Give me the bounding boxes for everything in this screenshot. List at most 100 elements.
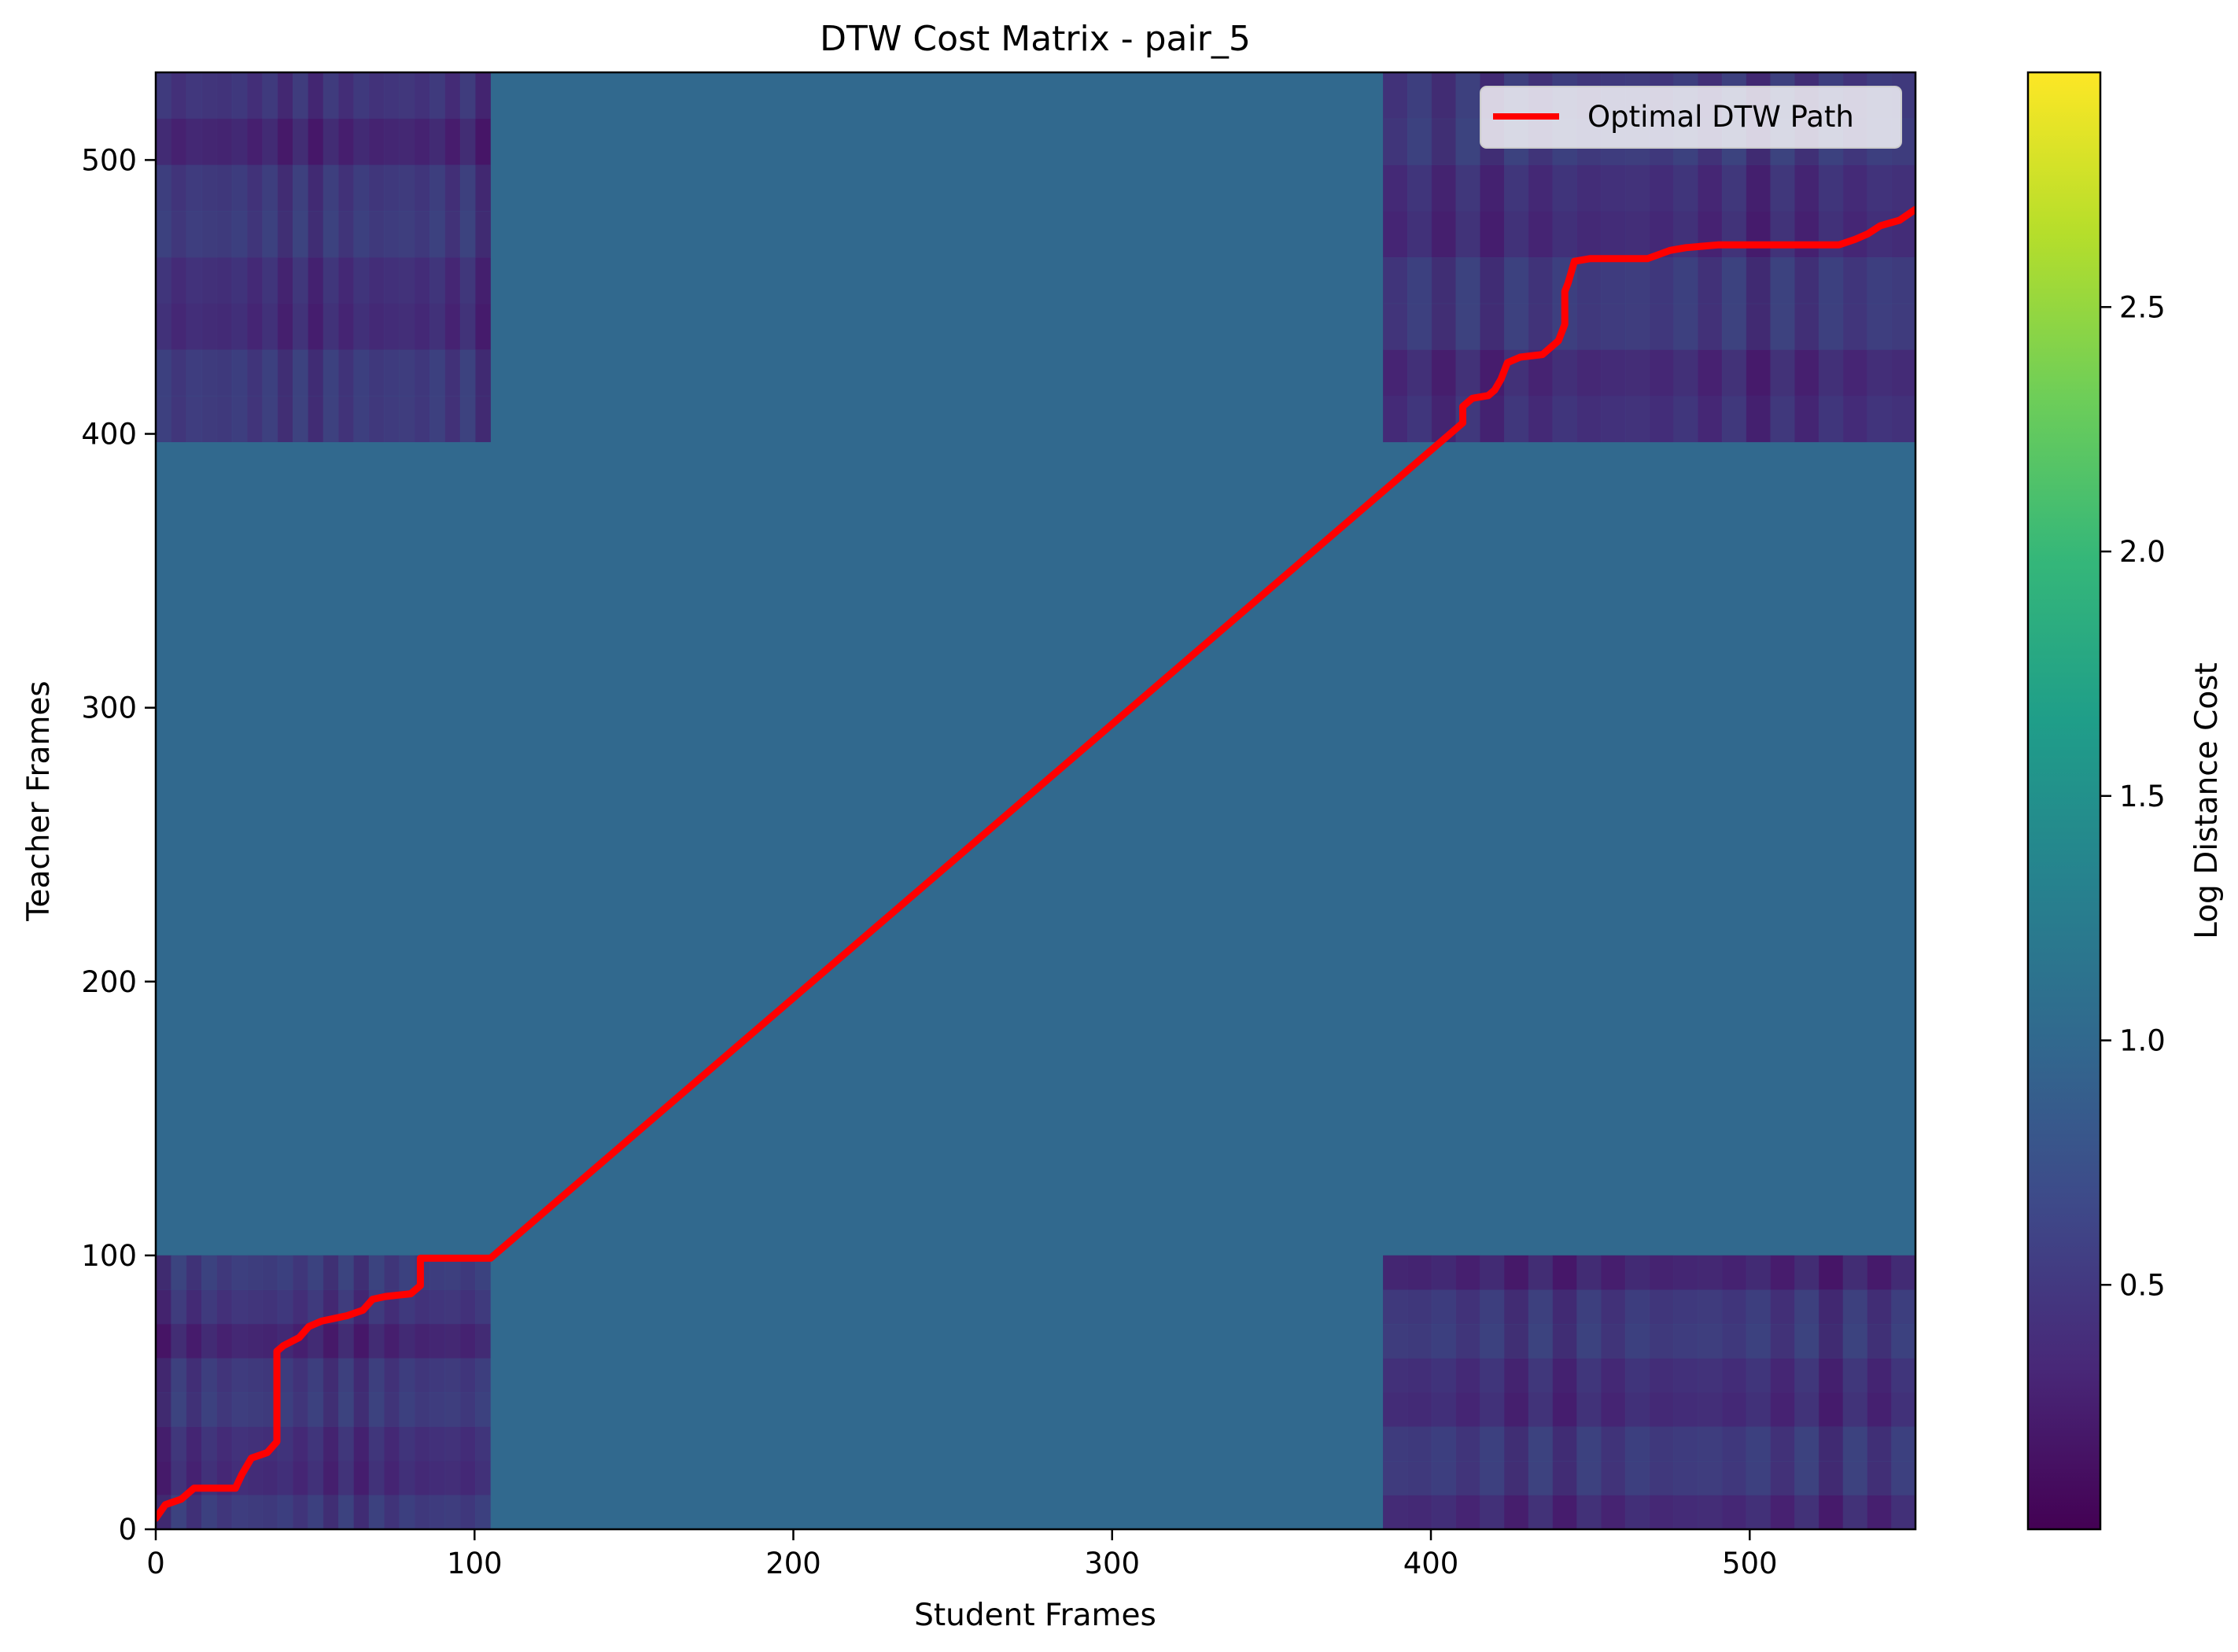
- heatmap-cell-band: [1455, 1255, 1480, 1529]
- heatmap-cell-band: [430, 1255, 445, 1529]
- heatmap-row-band: [1383, 349, 1915, 396]
- heatmap-row-band: [156, 118, 491, 165]
- heatmap-row-band: [1383, 1323, 1915, 1359]
- heatmap-cell-band: [1431, 72, 1457, 442]
- x-tick-label: 500: [1722, 1547, 1778, 1580]
- colorbar-tick-label: 1.5: [2119, 780, 2166, 813]
- y-tick-label: 100: [81, 1239, 137, 1273]
- heatmap-row-band: [156, 1358, 491, 1393]
- plot-frame: [154, 71, 1917, 1531]
- heatmap-cell-band: [459, 72, 476, 442]
- x-tick-label: 400: [1403, 1547, 1459, 1580]
- path-layer: [156, 205, 1915, 1522]
- heatmap-cell-band: [277, 72, 293, 442]
- x-tick-label: 0: [146, 1547, 165, 1580]
- plot-area: [156, 72, 1915, 1529]
- heatmap-cell-band: [1383, 1255, 1408, 1529]
- y-tick-label: 400: [81, 418, 137, 452]
- heatmap-row-band: [1383, 164, 1915, 212]
- heatmap-cell-band: [384, 72, 400, 442]
- heatmap-cell-band: [1601, 1255, 1626, 1529]
- heatmap-row-band: [156, 1495, 491, 1529]
- x-tick-label: 200: [765, 1547, 821, 1580]
- heatmap-cell-band: [1867, 1255, 1892, 1529]
- heatmap-cell-band: [247, 72, 263, 442]
- heatmap-row-band: [156, 164, 491, 212]
- colorbar-ticks: 0.5 1.0 1.5 2.0 2.5: [2100, 290, 2166, 1302]
- heatmap-block: [156, 1255, 492, 1529]
- heatmap-cell-band: [1528, 1255, 1554, 1529]
- heatmap-cell-band: [353, 72, 370, 442]
- heatmap-row-band: [1383, 1495, 1915, 1529]
- heatmap-cell-band: [444, 1255, 461, 1529]
- heatmap-cell-band: [384, 1255, 400, 1529]
- heatmap-cell-band: [1480, 1255, 1505, 1529]
- y-tick-label: 0: [118, 1513, 137, 1547]
- heatmap-row-band: [1383, 396, 1915, 443]
- x-tick-label: 100: [447, 1547, 503, 1580]
- heatmap-cell-band: [1818, 1255, 1844, 1529]
- heatmap-cell-band: [459, 1255, 476, 1529]
- heatmap-row-band: [156, 396, 491, 443]
- colorbar-fill: [2028, 72, 2100, 1529]
- heatmap-cell-band: [186, 72, 202, 442]
- y-tick-label: 300: [81, 691, 137, 725]
- heatmap-cell-band: [323, 72, 339, 442]
- heatmap-cell-band: [1891, 1255, 1915, 1529]
- heatmap-cell-band: [430, 72, 445, 442]
- heatmap-cell-band: [414, 72, 430, 442]
- dtw-path-line: [156, 205, 1915, 1522]
- heatmap-row-band: [156, 1323, 491, 1359]
- heatmap-cell-band: [156, 1255, 171, 1529]
- heatmap-cell-band: [262, 72, 278, 442]
- heatmap-cell-band: [1794, 1255, 1820, 1529]
- chart-title: DTW Cost Matrix - pair_5: [820, 19, 1251, 59]
- heatmap-row-band: [1383, 1358, 1915, 1393]
- colorbar-frame: [2026, 71, 2102, 1531]
- heatmap-cell-band: [1721, 1255, 1747, 1529]
- heatmap-row-band: [156, 72, 491, 120]
- heatmap-row-band: [1383, 1460, 1915, 1495]
- heatmap-cell-band: [1407, 1255, 1432, 1529]
- heatmap-cell-band: [338, 1255, 354, 1529]
- colorbar: 0.5 1.0 1.5 2.0 2.5 Log Distance Cost: [2026, 71, 2225, 1531]
- heatmap-row-band: [156, 211, 491, 258]
- heatmap-cell-band: [353, 1255, 370, 1529]
- heatmap-row-band: [1383, 256, 1915, 304]
- heatmap-cell-band: [475, 1255, 492, 1529]
- heatmap-cell-band: [1649, 1255, 1674, 1529]
- x-axis: 0 100 200 300 400 500: [146, 1529, 1778, 1580]
- heatmap-row-band: [156, 349, 491, 396]
- x-tick-label: 300: [1084, 1547, 1140, 1580]
- colorbar-tick-label: 2.5: [2119, 290, 2166, 324]
- x-axis-label: Student Frames: [914, 1598, 1156, 1633]
- heatmap-cell-band: [1698, 1255, 1723, 1529]
- heatmap-row-band: [1383, 1289, 1915, 1325]
- heatmap-cell-band: [171, 1255, 187, 1529]
- heatmap-cell-band: [1624, 1255, 1650, 1529]
- heatmap-cell-band: [1383, 72, 1408, 442]
- heatmap-cell-band: [1552, 1255, 1577, 1529]
- heatmap-row-band: [1383, 211, 1915, 258]
- y-axis: 0 100 200 300 400 500: [81, 143, 156, 1547]
- heatmap-cell-band: [1673, 1255, 1698, 1529]
- heatmap-cell-band: [201, 1255, 217, 1529]
- colorbar-tick-label: 2.0: [2119, 535, 2166, 569]
- heatmap-cell-band: [1504, 1255, 1529, 1529]
- heatmap-row-band: [1383, 303, 1915, 350]
- heatmap-cell-band: [323, 1255, 339, 1529]
- heatmap-cell-band: [1770, 1255, 1795, 1529]
- heatmap-row-band: [156, 256, 491, 304]
- heatmap-block: [156, 72, 492, 443]
- heatmap-cell-band: [444, 72, 461, 442]
- heatmap-cell-band: [156, 72, 171, 442]
- heatmap-cell-band: [368, 1255, 385, 1529]
- heatmap-cell-band: [399, 1255, 415, 1529]
- heatmap-cell-band: [262, 1255, 278, 1529]
- heatmap-row-band: [156, 1426, 491, 1462]
- heatmap-row-band: [1383, 1392, 1915, 1427]
- heatmap-cell-band: [399, 72, 415, 442]
- heatmap-cell-band: [277, 1255, 293, 1529]
- heatmap-cell-band: [414, 1255, 430, 1529]
- heatmap-cell-band: [171, 72, 187, 442]
